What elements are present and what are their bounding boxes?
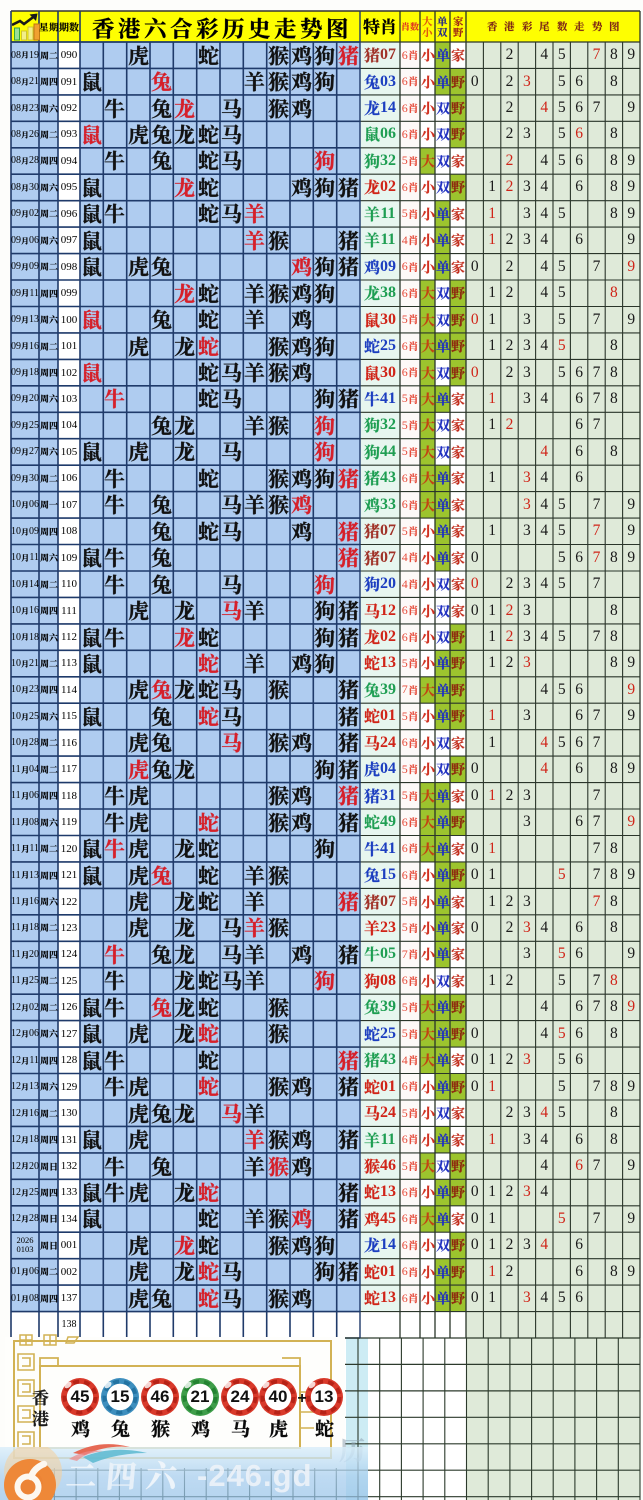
svg-text:40: 40	[269, 1387, 288, 1406]
svg-text:24: 24	[231, 1387, 250, 1406]
svg-text:45: 45	[71, 1387, 90, 1406]
svg-text:+: +	[297, 1390, 306, 1407]
svg-text:46: 46	[151, 1387, 170, 1406]
svg-text:13: 13	[315, 1387, 334, 1406]
svg-text:21: 21	[191, 1387, 210, 1406]
svg-text:15: 15	[111, 1387, 130, 1406]
